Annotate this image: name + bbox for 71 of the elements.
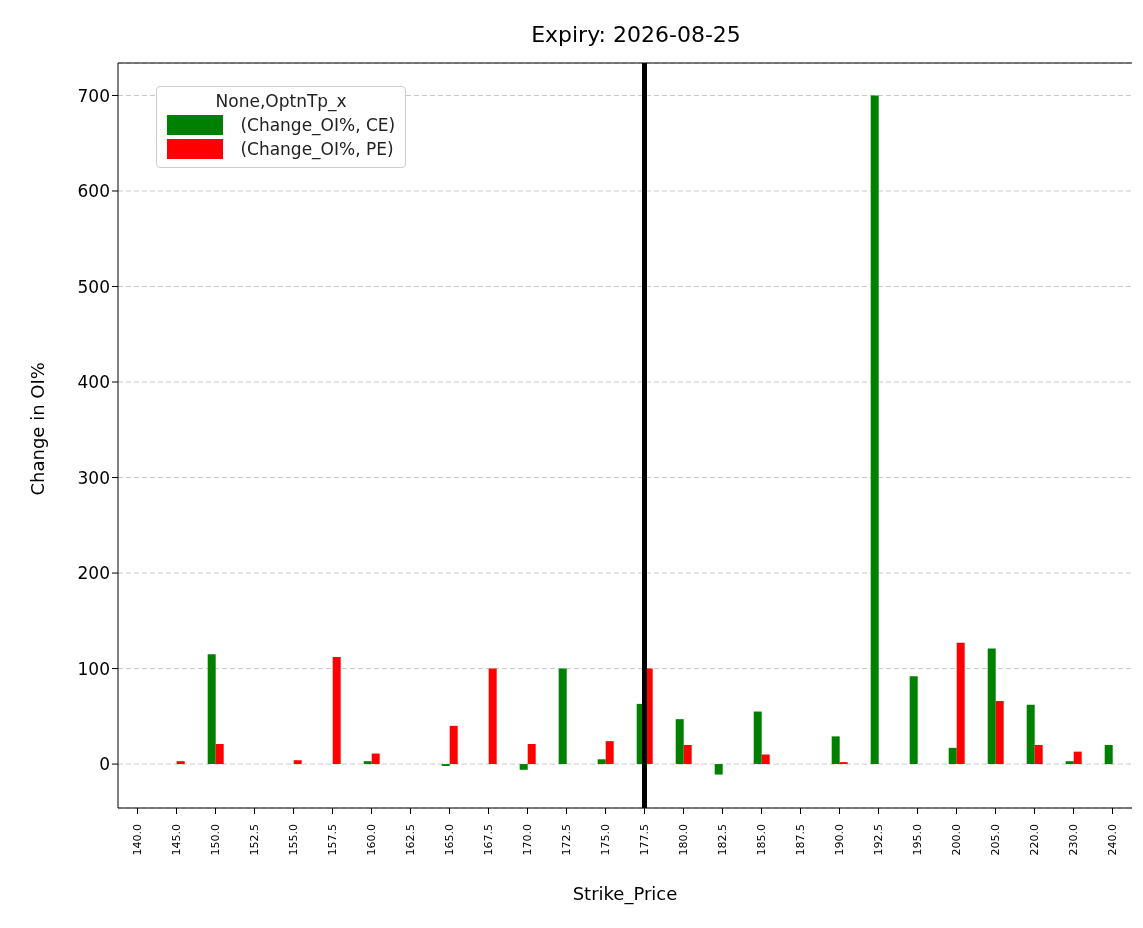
x-tick-label: 195.0 (911, 824, 924, 856)
x-tick-label: 177.5 (638, 824, 651, 856)
bar (1034, 744, 1043, 765)
bar (371, 753, 380, 765)
legend-label: (Change_OI%, CE) (239, 115, 396, 135)
bar (488, 668, 497, 765)
x-tick-label: 230.0 (1067, 824, 1080, 856)
x-tick-label: 200.0 (950, 824, 963, 856)
x-tick-label: 185.0 (755, 824, 768, 856)
y-tick-label: 300 (77, 467, 110, 488)
x-tick-label: 160.0 (365, 824, 378, 856)
bar (519, 764, 528, 770)
bar (1073, 751, 1082, 765)
bar (909, 676, 918, 765)
legend-title: None,OptnTp_x (214, 91, 348, 111)
bar (995, 701, 1004, 765)
y-tick-label: 200 (77, 563, 110, 584)
x-tick-label: 157.5 (326, 824, 339, 856)
bar (293, 760, 302, 765)
bar (675, 719, 684, 765)
x-tick-label: 180.0 (677, 824, 690, 856)
x-tick-label: 182.5 (716, 824, 729, 856)
x-tick-label: 150.0 (209, 824, 222, 856)
y-tick-label: 700 (77, 85, 110, 106)
x-tick-label: 192.5 (872, 824, 885, 856)
bar (207, 654, 216, 765)
x-tick-label: 167.5 (482, 824, 495, 856)
bar (753, 711, 762, 765)
y-tick-label: 600 (77, 181, 110, 202)
bar (332, 657, 341, 765)
x-tick-label: 165.0 (443, 824, 456, 856)
x-tick-label: 162.5 (404, 824, 417, 856)
bar (605, 741, 614, 765)
bar (363, 761, 372, 765)
x-tick-label: 220.0 (1028, 824, 1041, 856)
y-axis-title: Change in OI% (27, 362, 49, 496)
bar (714, 764, 723, 775)
x-tick-label: 190.0 (833, 824, 846, 856)
x-tick-label: 172.5 (560, 824, 573, 856)
x-tick-label: 187.5 (794, 824, 807, 856)
legend-label: (Change_OI%, PE) (239, 139, 394, 159)
bar (987, 648, 996, 765)
x-tick-label: 170.0 (521, 824, 534, 856)
bar (1065, 761, 1074, 765)
bar (449, 725, 458, 765)
x-tick-label: 205.0 (989, 824, 1002, 856)
bar (870, 95, 879, 765)
bar (527, 744, 536, 765)
x-tick-label: 175.0 (599, 824, 612, 856)
x-tick-label: 140.0 (131, 824, 144, 856)
bar (215, 744, 224, 765)
bar (1026, 704, 1035, 765)
chart-title: Expiry: 2026-08-25 (530, 22, 742, 47)
y-tick-label: 400 (77, 372, 110, 393)
bar (956, 642, 965, 765)
bar (761, 754, 770, 765)
bar (1104, 744, 1113, 765)
y-tick-label: 0 (99, 754, 110, 775)
bar (597, 759, 606, 765)
y-tick-label: 500 (77, 276, 110, 297)
bar (683, 744, 692, 765)
bar (558, 668, 567, 765)
y-tick-label: 100 (77, 658, 110, 679)
x-axis-title: Strike_Price (572, 883, 678, 905)
x-tick-label: 155.0 (287, 824, 300, 856)
bar (176, 761, 185, 765)
bar (831, 736, 840, 765)
bar (948, 747, 957, 765)
x-tick-label: 240.0 (1106, 824, 1119, 856)
x-tick-label: 152.5 (248, 824, 261, 856)
x-tick-label: 145.0 (170, 824, 183, 856)
